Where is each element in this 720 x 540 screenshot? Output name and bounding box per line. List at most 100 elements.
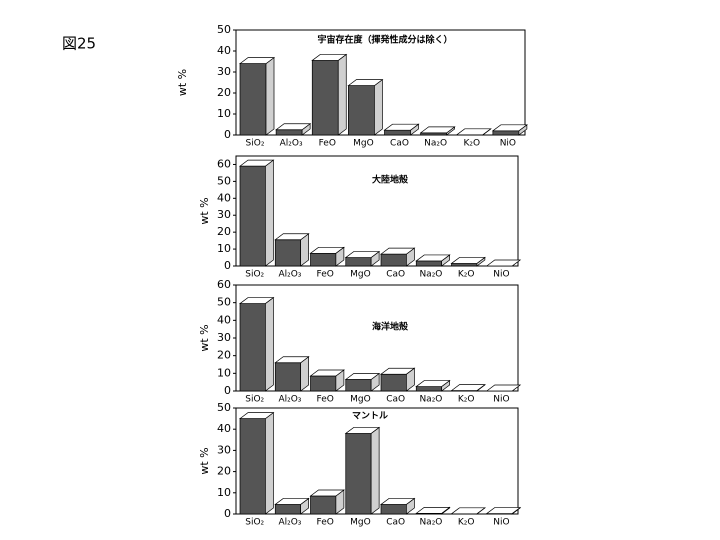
bar-top — [485, 259, 522, 267]
y-axis-label: wt % — [198, 197, 211, 224]
bar — [309, 246, 345, 267]
plot-frame — [235, 155, 519, 267]
bar — [379, 247, 416, 267]
x-tick-label: FeO — [317, 395, 334, 405]
y-axis-label: wt % — [198, 324, 211, 351]
y-tick-label: 0 — [224, 128, 231, 141]
bar — [274, 497, 310, 515]
x-tick-label: Na₂O — [419, 395, 442, 405]
y-tick-label: 60 — [217, 157, 231, 170]
x-tick-label: FeO — [317, 518, 334, 528]
y-tick-label: 20 — [217, 86, 231, 99]
bar — [415, 379, 451, 392]
bar-top — [379, 367, 416, 375]
bar-top — [238, 57, 276, 64]
y-tick-label: 40 — [217, 191, 231, 204]
y-tick-label: 10 — [217, 242, 231, 255]
x-tick-label: FeO — [317, 270, 334, 280]
bar-front — [348, 85, 375, 136]
bar-top — [274, 233, 310, 241]
y-tick-label: 10 — [217, 486, 231, 499]
bar-front — [275, 129, 303, 136]
bar-front — [345, 257, 372, 267]
bar — [238, 159, 275, 267]
bar — [485, 259, 522, 267]
x-tick-label: SiO₂ — [245, 518, 264, 528]
bar-front — [239, 165, 266, 267]
y-tick-label: 60 — [217, 278, 231, 291]
y-tick-label: 50 — [217, 401, 231, 414]
bar — [238, 411, 275, 515]
bar-front — [239, 303, 266, 392]
x-tick-label: K₂O — [463, 139, 480, 149]
bar-front — [239, 418, 266, 515]
bar-front — [310, 375, 337, 392]
plot-frame — [235, 407, 519, 515]
y-tick-label: 30 — [217, 443, 231, 456]
x-tick-label: CaO — [386, 518, 405, 528]
x-tick-label: Na₂O — [419, 518, 442, 528]
y-tick-label: 30 — [217, 65, 231, 78]
bar — [415, 506, 451, 515]
chart-title: 海洋地殻 — [372, 321, 409, 333]
bar-front — [274, 239, 301, 267]
y-tick-label: 30 — [217, 208, 231, 221]
x-tick-label: Na₂O — [424, 139, 447, 149]
y-tick-label: 40 — [217, 44, 231, 57]
bar — [491, 124, 528, 136]
bar — [485, 384, 522, 392]
bar-front — [310, 252, 337, 267]
bar-front — [274, 504, 301, 515]
bar-top — [383, 123, 420, 131]
bar — [344, 250, 381, 267]
bar-front — [345, 433, 372, 515]
bar-side — [265, 296, 274, 392]
bar-front — [492, 130, 520, 136]
bar — [274, 233, 310, 267]
x-tick-label: K₂O — [458, 270, 475, 280]
bar — [347, 78, 384, 136]
x-tick-label: Al₂O₃ — [280, 139, 303, 149]
bar-top — [309, 246, 345, 254]
bar-top — [455, 128, 492, 136]
y-tick-label: 0 — [224, 259, 231, 272]
bar — [379, 367, 416, 392]
bar — [450, 256, 486, 267]
y-tick-label: 0 — [224, 384, 231, 397]
y-tick-label: 50 — [217, 296, 231, 309]
bar-top — [379, 498, 416, 505]
y-tick-label: 10 — [217, 366, 231, 379]
y-tick-label: 20 — [217, 349, 231, 362]
bar-top — [275, 123, 312, 131]
bar-top — [485, 507, 522, 514]
bar-front — [380, 253, 407, 267]
y-tick-label: 20 — [217, 465, 231, 478]
x-tick-label: Al₂O₃ — [278, 518, 301, 528]
x-tick-label: K₂O — [458, 518, 475, 528]
bar — [238, 296, 275, 392]
x-tick-label: NiO — [493, 518, 509, 528]
bar-front — [380, 373, 407, 392]
bar-top — [450, 384, 486, 391]
x-tick-label: CaO — [386, 395, 405, 405]
bar-side — [265, 56, 275, 136]
bar-top — [309, 489, 345, 497]
bar-top — [344, 251, 381, 258]
x-tick-label: NiO — [500, 139, 516, 149]
bar-top — [347, 79, 384, 87]
x-tick-label: FeO — [319, 139, 336, 149]
x-tick-label: MgO — [353, 139, 374, 149]
bar-front — [415, 260, 442, 267]
x-tick-label: SiO₂ — [245, 270, 264, 280]
y-tick-label: 50 — [217, 174, 231, 187]
bar — [344, 426, 381, 515]
y-axis-label: wt % — [176, 69, 189, 96]
bar-top — [379, 247, 416, 255]
x-tick-label: Al₂O₃ — [278, 270, 301, 280]
bar-front — [415, 386, 442, 392]
bar-top — [311, 54, 348, 61]
bar-side — [370, 426, 380, 515]
x-tick-label: SiO₂ — [246, 139, 265, 149]
bar-top — [450, 507, 486, 515]
